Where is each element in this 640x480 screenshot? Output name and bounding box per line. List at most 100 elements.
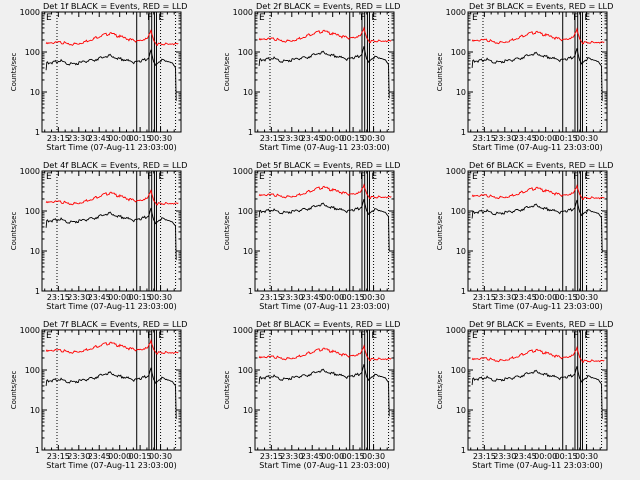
x-tick-label: 00:30: [362, 293, 385, 302]
x-tick-label: 00:00: [108, 134, 131, 143]
events-series-line: [471, 199, 603, 253]
y-tick-label: 10: [30, 247, 40, 256]
marker-label-e-left: E: [46, 13, 52, 23]
plot-frame: [254, 170, 395, 292]
y-tick-label: 10: [243, 88, 253, 97]
y-tick-label: 100: [238, 48, 253, 57]
x-tick-label: 23:45: [514, 293, 537, 302]
x-axis-label: Start Time (07-Aug-11 23:03:00): [259, 143, 390, 152]
x-tick-label: 23:45: [88, 293, 111, 302]
marker-label-e-left: E: [259, 331, 265, 341]
x-tick-label: 23:30: [493, 293, 516, 302]
y-tick-label: 1000: [20, 167, 40, 176]
x-tick-label: 00:30: [575, 293, 598, 302]
lld-series-line: [258, 344, 392, 362]
y-tick-label: 10: [30, 406, 40, 415]
chart-title: Det 4f BLACK = Events, RED = LLD: [43, 160, 187, 170]
y-tick-label: 1000: [446, 326, 466, 335]
x-tick-label: 23:30: [67, 452, 90, 461]
chart-title: Det 9f BLACK = Events, RED = LLD: [469, 319, 613, 329]
marker-label-f: F: [147, 331, 152, 341]
x-tick-label: 23:30: [493, 134, 516, 143]
chart-title: Det 5f BLACK = Events, RED = LLD: [256, 160, 400, 170]
marker-label-e: E: [371, 172, 377, 182]
x-tick-label: 23:15: [47, 452, 70, 461]
x-axis-label: Start Time (07-Aug-11 23:03:00): [259, 461, 390, 470]
x-tick-label: 23:15: [473, 452, 496, 461]
marker-label-e-left: E: [472, 172, 478, 182]
x-tick-label: 00:15: [129, 134, 152, 143]
y-tick-label: 100: [451, 48, 466, 57]
x-tick-label: 23:30: [67, 134, 90, 143]
y-tick-label: 100: [25, 366, 40, 375]
events-series-line: [258, 364, 390, 417]
x-tick-label: 23:30: [280, 134, 303, 143]
y-axis-label: Counts/sec: [10, 212, 18, 251]
x-tick-label: 23:15: [260, 293, 283, 302]
marker-label-e: E: [158, 13, 164, 23]
x-tick-label: 00:00: [321, 134, 344, 143]
y-tick-label: 100: [451, 366, 466, 375]
y-tick-label: 100: [451, 207, 466, 216]
chart-panel-4: Det 4f BLACK = Events, RED = LLD 1 10 100 10…: [10, 160, 187, 311]
marker-label-e-left: E: [259, 172, 265, 182]
plot-frame: [41, 170, 182, 292]
lld-series-line: [45, 338, 179, 355]
y-tick-label: 1000: [233, 8, 253, 17]
x-axis-label: Start Time (07-Aug-11 23:03:00): [472, 143, 603, 152]
marker-label-e: E: [584, 13, 590, 23]
x-tick-label: 00:15: [555, 452, 578, 461]
marker-label-e-left: E: [472, 13, 478, 23]
x-tick-label: 00:30: [362, 452, 385, 461]
lld-series-line: [45, 29, 179, 46]
plot-frame: [254, 11, 395, 133]
y-tick-label: 1000: [20, 8, 40, 17]
x-axis-label: Start Time (07-Aug-11 23:03:00): [46, 143, 177, 152]
x-tick-label: 00:15: [129, 293, 152, 302]
chart-title: Det 3f BLACK = Events, RED = LLD: [469, 1, 613, 11]
lld-series-line: [45, 189, 179, 206]
x-tick-label: 00:30: [575, 134, 598, 143]
lld-series-line: [258, 183, 392, 200]
x-tick-label: 00:00: [108, 452, 131, 461]
y-tick-label: 1: [461, 287, 466, 296]
marker-label-f: F: [573, 13, 578, 23]
y-tick-label: 1000: [233, 167, 253, 176]
x-tick-label: 00:00: [534, 452, 557, 461]
marker-label-f: F: [360, 13, 365, 23]
y-tick-label: 1: [461, 446, 466, 455]
chart-title: Det 1f BLACK = Events, RED = LLD: [43, 1, 187, 11]
x-tick-label: 00:30: [149, 134, 172, 143]
chart-panel-1: Det 1f BLACK = Events, RED = LLD 1 10 100 10…: [10, 1, 187, 152]
marker-label-e: E: [584, 331, 590, 341]
y-axis-label: Counts/sec: [10, 53, 18, 92]
chart-title: Det 7f BLACK = Events, RED = LLD: [43, 319, 187, 329]
x-tick-label: 23:15: [473, 134, 496, 143]
y-axis-label: Counts/sec: [436, 371, 444, 410]
marker-label-f: F: [573, 331, 578, 341]
x-tick-label: 23:45: [88, 134, 111, 143]
events-series-line: [258, 46, 390, 99]
marker-label-f: F: [147, 13, 152, 23]
chart-panel-2: Det 2f BLACK = Events, RED = LLD 1 10 100 10…: [223, 1, 400, 152]
x-tick-label: 23:30: [67, 293, 90, 302]
x-tick-label: 23:30: [280, 293, 303, 302]
x-tick-label: 23:30: [280, 452, 303, 461]
plot-frame: [467, 170, 608, 292]
chart-panel-6: Det 6f BLACK = Events, RED = LLD 1 10 100 10…: [436, 160, 613, 311]
y-tick-label: 1: [35, 446, 40, 455]
y-tick-label: 1000: [20, 326, 40, 335]
plot-frame: [467, 329, 608, 451]
x-tick-label: 23:45: [88, 452, 111, 461]
x-tick-label: 00:00: [108, 293, 131, 302]
x-tick-label: 00:00: [321, 452, 344, 461]
y-tick-label: 10: [243, 247, 253, 256]
y-tick-label: 10: [456, 247, 466, 256]
marker-label-f: F: [360, 172, 365, 182]
marker-label-e: E: [371, 13, 377, 23]
plot-frame: [41, 11, 182, 133]
marker-label-e-left: E: [259, 13, 265, 23]
events-series-line: [471, 48, 603, 101]
lld-series-line: [258, 26, 392, 44]
